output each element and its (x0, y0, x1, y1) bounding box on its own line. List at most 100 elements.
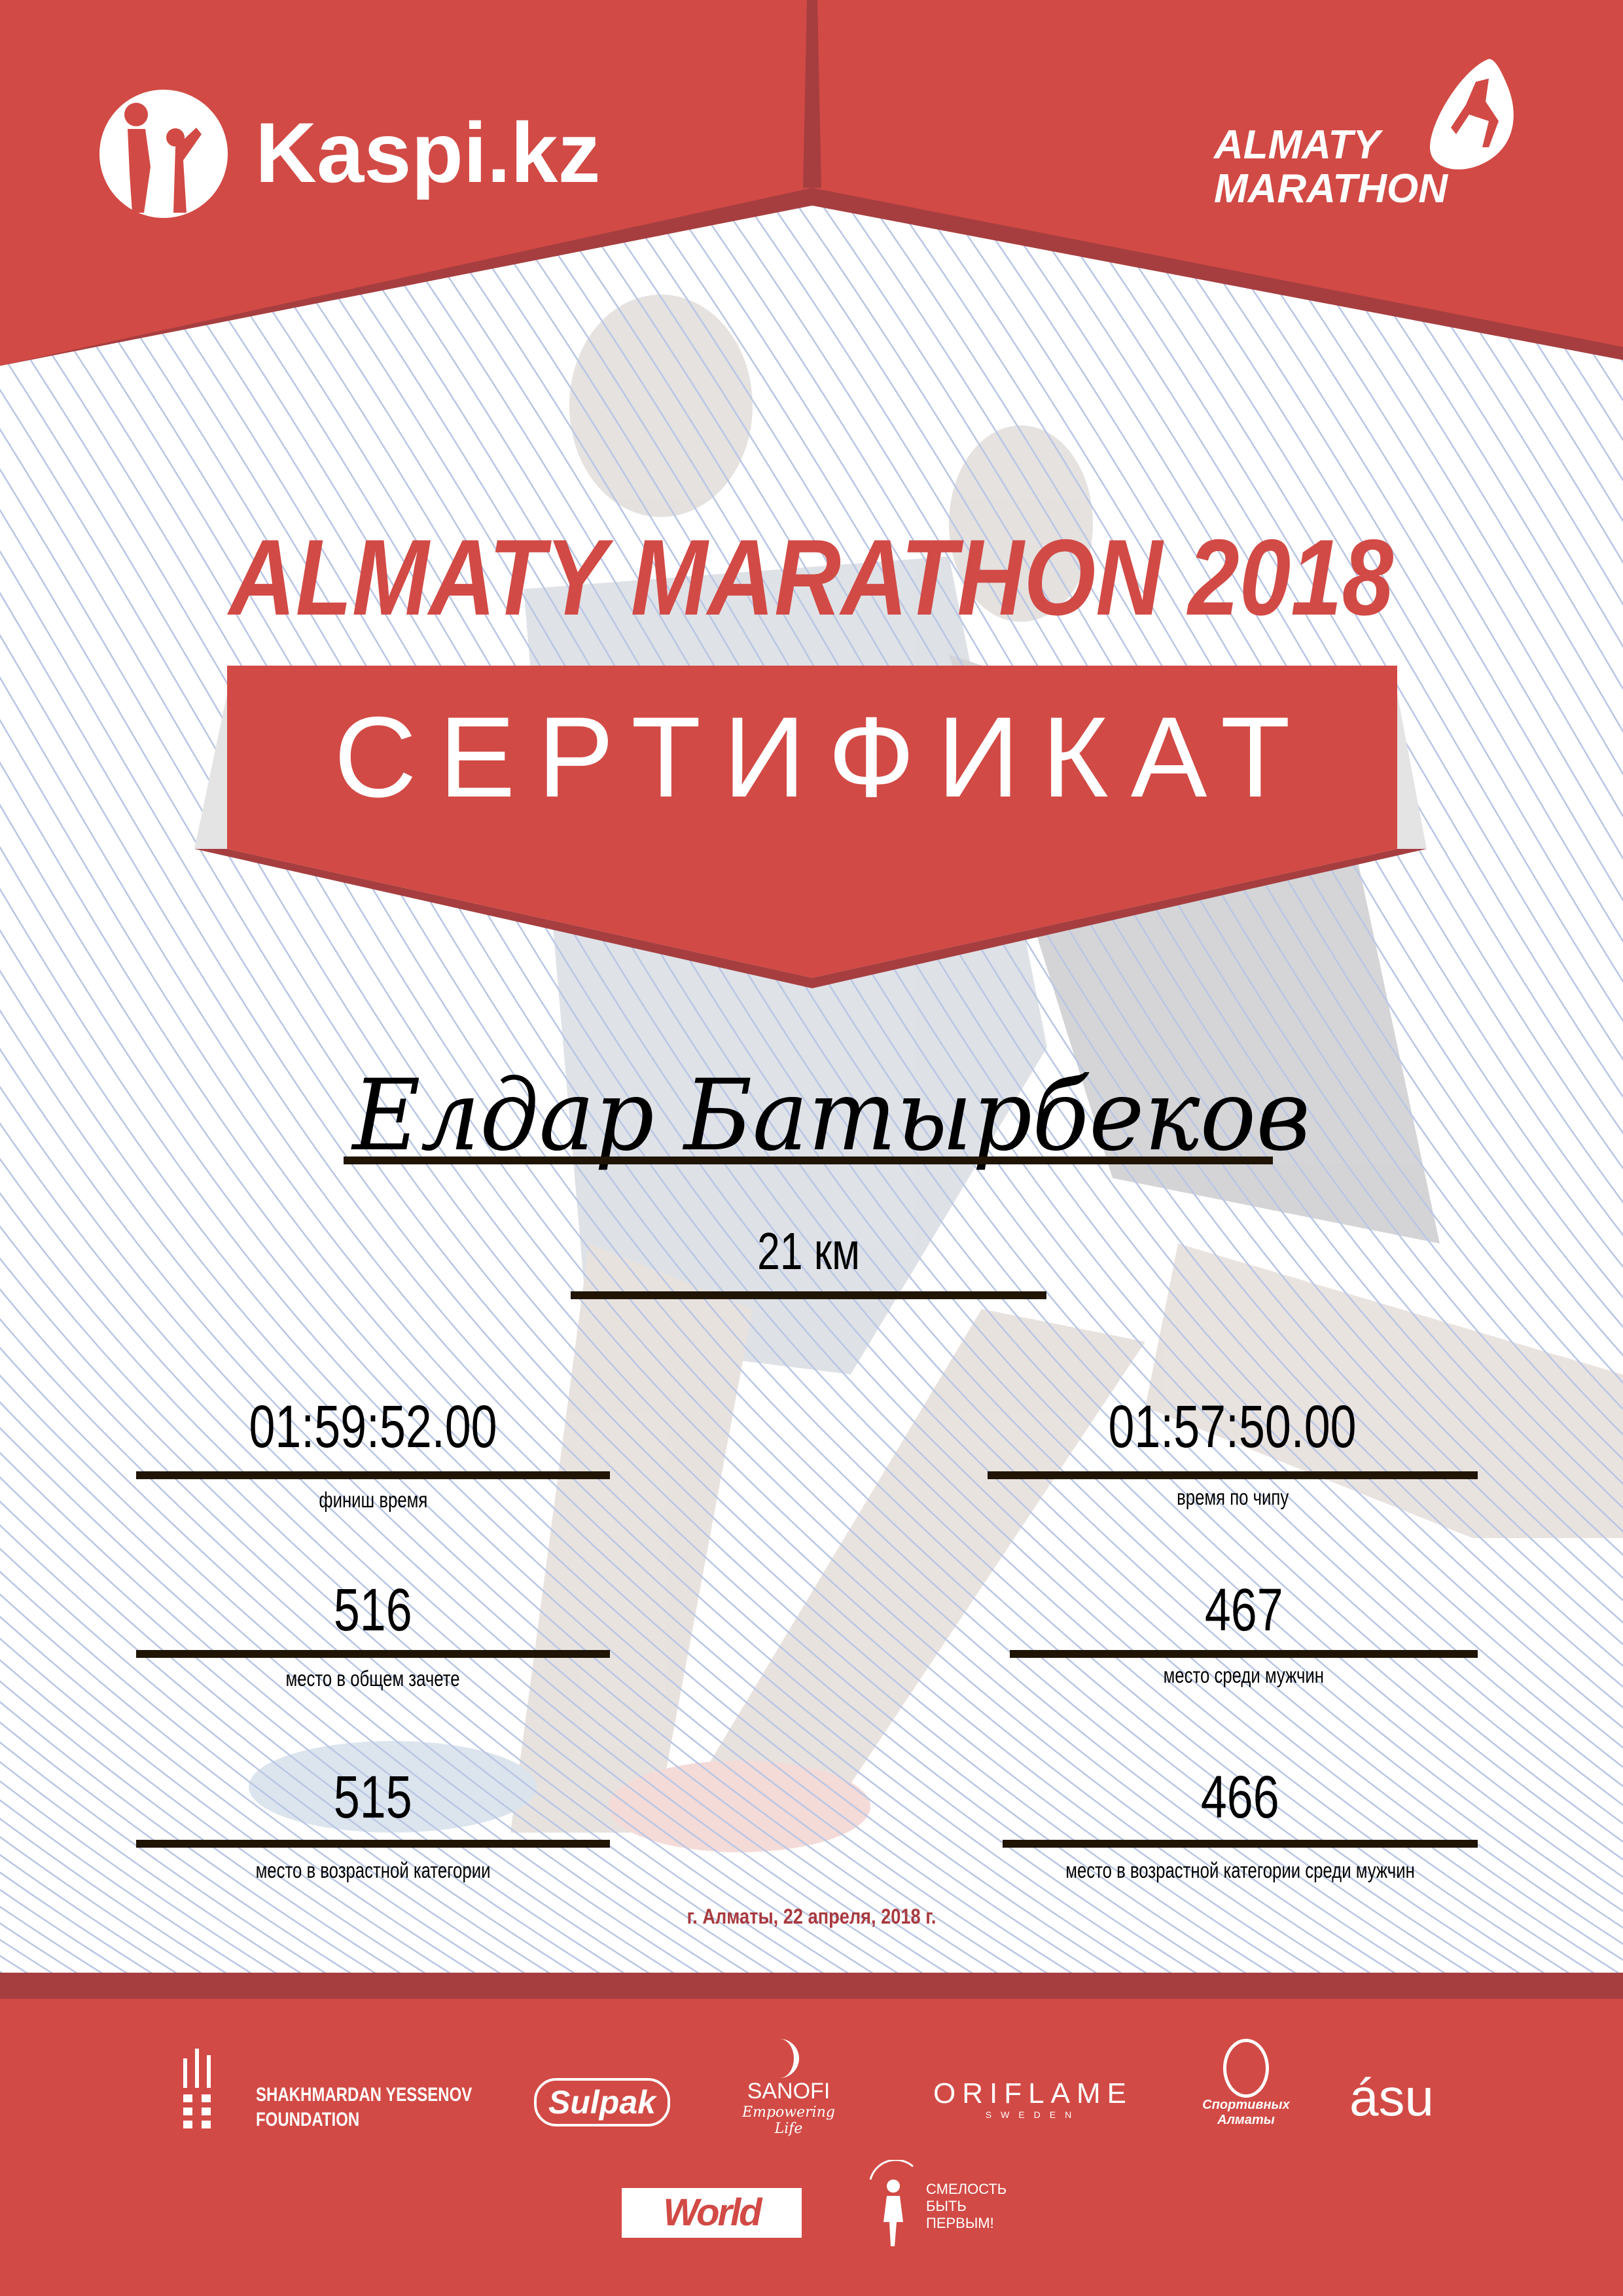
kaspi-people-icon (99, 90, 228, 218)
oriflame-logo: ORIFLAME SWEDEN (925, 2077, 1141, 2121)
wave-line (99, 0, 1623, 1895)
wave-line (447, 0, 1623, 1624)
wave-line (1118, 0, 1623, 776)
distance: 21 км (757, 1222, 860, 1280)
wave-line (845, 0, 1623, 1204)
wave-line (522, 0, 1623, 1556)
wave-line (298, 0, 1623, 1749)
wave-line (124, 0, 1623, 1878)
overall-place-label: место в общем зачете (285, 1666, 461, 1691)
asu-logo: ásu (1349, 2068, 1434, 2126)
wave-line (173, 0, 1623, 1843)
name-underline (344, 1157, 1273, 1164)
wave-line (596, 0, 1623, 1485)
smelost-logo: СМЕЛОСТЬ БЫТЬ ПЕРВЫМ! (861, 2160, 1011, 2248)
age-place-rule (136, 1840, 610, 1848)
wave-line (323, 0, 1623, 1729)
oriflame-text: ORIFLAME (933, 2077, 1133, 2109)
age-gender-place-value: 466 (1201, 1764, 1279, 1831)
wave-line (671, 0, 1623, 1410)
gender-place-value: 467 (1204, 1577, 1283, 1643)
wave-line (74, 0, 1623, 1912)
sanofi-text: SANOFI (747, 2079, 830, 2104)
sport-almaty-emblem-icon (1223, 2039, 1269, 2098)
wave-line (895, 0, 1623, 1135)
wave-line (397, 0, 1623, 1667)
runner-drop-icon (1430, 59, 1514, 170)
age-gender-place-rule (1003, 1840, 1478, 1848)
wave-line (870, 0, 1623, 1170)
wave-line (721, 0, 1623, 1357)
distance-underline (571, 1291, 1046, 1299)
wave-line (24, 0, 1623, 1945)
runner-torch-icon (869, 2160, 914, 2246)
sport-almaty-logo: Спортивных Алматы (1197, 2039, 1295, 2128)
wave-line (1193, 0, 1623, 649)
wave-line (944, 0, 1623, 1061)
chip-time-rule (988, 1471, 1478, 1479)
almaty-marathon-logo: ALMATY MARATHON (1214, 56, 1528, 213)
yessenov-line1: SHAKHMARDAN YESSENOV (256, 2084, 473, 2106)
wave-line (372, 0, 1623, 1688)
kaspi-logo-text: Kaspi.kz (255, 105, 601, 200)
wave-line (646, 0, 1623, 1436)
wave-line (770, 0, 1623, 1299)
wave-line (994, 0, 1623, 983)
smelost-line1: СМЕЛОСТЬ (926, 2181, 1007, 2197)
age-gender-place-label: место в возрастной категории среди мужчи… (1065, 1858, 1415, 1882)
finish-time-label: финиш время (319, 1488, 427, 1512)
yessenov-line2: FOUNDATION (256, 2109, 360, 2130)
wave-line (571, 0, 1623, 1509)
participant-name: Елдар Батырбеков (352, 1059, 1311, 1173)
wave-line (348, 0, 1623, 1709)
wave-line (621, 0, 1623, 1461)
wave-line (1044, 0, 1623, 902)
age-place-label: место в возрастной категории (255, 1858, 491, 1882)
wave-line (1268, 0, 1623, 523)
overall-place-value: 516 (334, 1577, 412, 1643)
sponsor-footer (0, 1999, 1623, 2296)
almaty-logo-line2: MARATHON (1214, 166, 1448, 211)
sanofi-swirl-icon (778, 2039, 799, 2078)
wave-line (248, 0, 1623, 1787)
wave-line (546, 0, 1623, 1533)
wave-line (1069, 0, 1623, 861)
overall-place-rule (136, 1650, 610, 1658)
smelost-line3: ПЕРВЫМ! (926, 2215, 994, 2231)
wave-line (273, 0, 1623, 1768)
event-title: ALMATY MARATHON 2018 (229, 517, 1394, 637)
wave-line (198, 0, 1623, 1825)
sport-almaty-line2: Алматы (1217, 2113, 1275, 2127)
chip-time-value: 01:57:50.00 (1108, 1393, 1357, 1460)
wave-line (472, 0, 1623, 1602)
gender-place-rule (1010, 1650, 1478, 1658)
wave-line (745, 0, 1623, 1329)
wave-line (820, 0, 1623, 1237)
wave-line (223, 0, 1623, 1806)
finish-time-value: 01:59:52.00 (249, 1393, 497, 1460)
wave-line (1168, 0, 1623, 691)
chip-time-label: время по чипу (1176, 1485, 1289, 1509)
certificate-heading: СЕРТИФИКАТ (334, 694, 1313, 821)
sanofi-tagline: Empowering Life (742, 2104, 835, 2137)
yessenov-bars-icon (183, 2049, 211, 2128)
sport-almaty-line1: Спортивных (1202, 2098, 1290, 2112)
wave-line (497, 0, 1623, 1579)
wave-line (1019, 0, 1623, 943)
sulpak-logo: Sulpak (534, 2078, 670, 2126)
wave-line (1143, 0, 1623, 734)
sanofi-logo: SANOFI Empowering Life (728, 2039, 849, 2137)
wave-line (919, 0, 1623, 1098)
wave-line (422, 0, 1623, 1645)
gender-place-label: место среди мужчин (1163, 1663, 1325, 1687)
issue-date: г. Алматы, 22 апреля, 2018 г. (687, 1905, 936, 1928)
wave-line (795, 0, 1623, 1268)
age-place-value: 515 (334, 1764, 412, 1831)
finish-time-rule (136, 1471, 610, 1479)
